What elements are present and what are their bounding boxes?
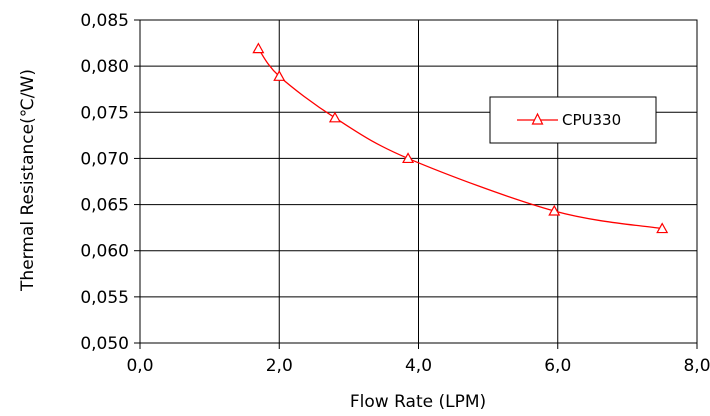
x-tick-label: 0,0 — [126, 356, 153, 376]
data-point-marker — [656, 222, 669, 234]
x-tick-label: 2,0 — [266, 356, 293, 376]
grid — [140, 20, 697, 343]
data-point-marker — [548, 204, 561, 216]
y-tick-label: 0,065 — [80, 196, 129, 216]
y-tick-label: 0,070 — [80, 149, 129, 169]
y-tick-label: 0,085 — [80, 11, 129, 31]
data-point-marker — [328, 111, 341, 123]
data-point-marker — [402, 152, 415, 164]
data-point-marker — [273, 70, 286, 81]
legend-label-cpu330: CPU330 — [562, 111, 621, 129]
y-tick-label: 0,075 — [80, 103, 129, 123]
x-tick-label: 6,0 — [544, 356, 571, 376]
y-tick-label: 0,050 — [80, 334, 129, 354]
data-point-marker — [252, 42, 265, 54]
axis-ticks: 0,050 0,055 0,060 0,065 0,070 0,075 0,080 0,085… — [80, 11, 710, 376]
y-tick-label: 0,080 — [80, 57, 129, 77]
y-tick-label: 0,055 — [80, 288, 129, 308]
x-axis-title: Flow Rate (LPM) — [350, 392, 486, 412]
legend: CPU330 — [489, 96, 657, 144]
y-tick-label: 0,060 — [80, 242, 129, 262]
x-tick-label: 8,0 — [683, 356, 710, 376]
legend-marker-cpu330 — [531, 112, 544, 125]
series-layer — [252, 42, 669, 234]
x-tick-label: 4,0 — [405, 356, 432, 376]
y-axis-title: Thermal Resistance(℃/W) — [18, 69, 38, 292]
